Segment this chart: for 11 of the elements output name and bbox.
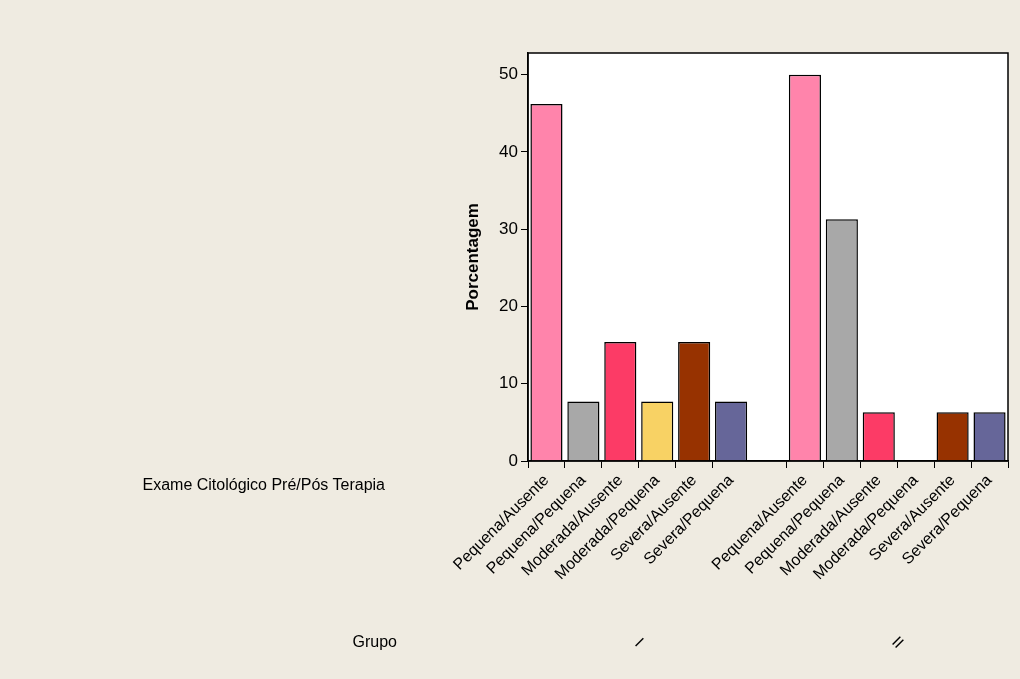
- y-tick-label: 40: [499, 141, 518, 161]
- y-tick-label: 10: [499, 373, 518, 393]
- text: II: [888, 633, 908, 652]
- y-axis-title: Porcentagem: [462, 203, 482, 311]
- x-axis-title: Exame Citológico Pré/Pós Terapia: [142, 476, 386, 494]
- y-tick-label: 20: [499, 296, 518, 316]
- text: Grupo: [352, 633, 398, 651]
- y-tick-label: 30: [499, 218, 518, 238]
- y-tick-label: 50: [499, 64, 518, 84]
- y-tick-label: 0: [508, 450, 518, 470]
- text: I: [631, 634, 648, 650]
